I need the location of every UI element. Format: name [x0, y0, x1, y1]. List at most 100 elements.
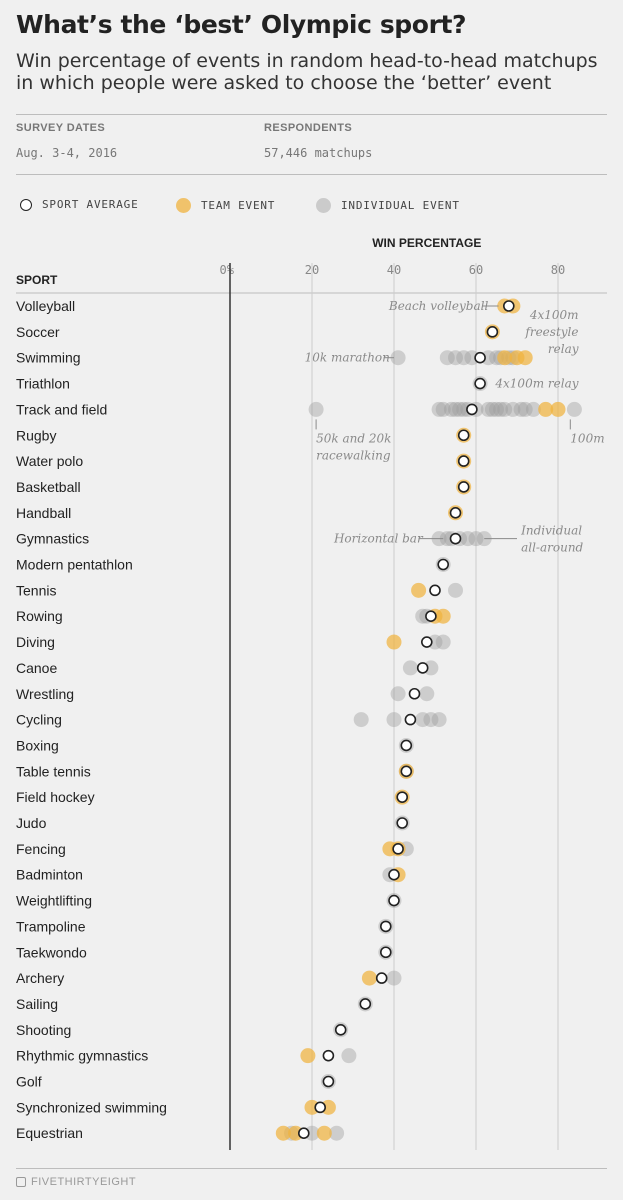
- sport-row: Weightlifting: [16, 893, 402, 909]
- sport-row: Rugby: [16, 427, 472, 443]
- sport-average-dot: [457, 455, 470, 467]
- individual-event-dot: [329, 1125, 345, 1141]
- sport-average-dot: [322, 1075, 335, 1088]
- sport-average-dot: [359, 998, 372, 1010]
- sport-label: Triathlon: [16, 376, 70, 392]
- team-event-dot: [386, 634, 402, 650]
- sport-row: Boxing: [16, 737, 414, 753]
- annotation-text: 4x100m relay: [494, 377, 578, 391]
- sport-row: Archery: [16, 970, 402, 986]
- legend-sport-average-label: SPORT AVERAGE: [42, 198, 139, 211]
- sport-average-dot: [474, 377, 486, 390]
- sport-label: Equestrian: [16, 1125, 83, 1141]
- sport-average-dot: [388, 894, 400, 907]
- survey-dates-value: Aug. 3-4, 2016: [16, 146, 118, 160]
- legend-individual-event-label: INDIVIDUAL EVENT: [341, 199, 460, 212]
- sport-average-dot: [449, 532, 462, 545]
- team-event-dot: [550, 401, 566, 417]
- sport-average-dot: [400, 765, 413, 778]
- annotation-text: relay: [548, 342, 579, 356]
- annotation: Individual all-around: [484, 524, 584, 555]
- x-tick-label: 20: [305, 263, 319, 277]
- team-event-dot: [435, 608, 451, 624]
- sport-row: Triathlon: [16, 376, 488, 392]
- team-event-dot: [300, 1048, 316, 1064]
- individual-event-dot: [419, 686, 435, 702]
- sport-row: Table tennis: [16, 763, 414, 779]
- sport-row: Golf: [16, 1074, 336, 1090]
- sport-label: Rowing: [16, 608, 63, 624]
- sport-row: Taekwondo: [16, 944, 394, 960]
- team-event-dot: [411, 582, 427, 598]
- sport-label: Archery: [16, 970, 64, 986]
- sport-label: Golf: [16, 1074, 42, 1090]
- sport-label: Judo: [16, 815, 47, 831]
- individual-event-dot: [386, 970, 402, 986]
- sport-row: Wrestling: [16, 686, 435, 702]
- sport-label: Swimming: [16, 350, 81, 366]
- sport-label: Weightlifting: [16, 893, 92, 909]
- sport-label: Soccer: [16, 324, 60, 340]
- annotation: Horizontal bar: [333, 532, 444, 546]
- individual-event-dot: [456, 350, 472, 366]
- sport-label: Table tennis: [16, 763, 91, 779]
- meta-rule: [16, 174, 607, 175]
- annotation: 4x100m freestyle relay: [524, 308, 578, 356]
- sport-label: Basketball: [16, 479, 81, 495]
- sport-row: Water polo: [16, 453, 472, 469]
- sport-label: Rugby: [16, 427, 56, 443]
- sport-average-dot: [429, 584, 441, 597]
- sport-average-swatch-icon: [20, 198, 32, 211]
- footer: FIVETHIRTYEIGHT: [16, 1176, 136, 1188]
- individual-event-dot: [513, 401, 529, 417]
- sport-average-dot: [437, 558, 450, 571]
- team-event-dot: [497, 350, 513, 366]
- legend-individual-event: INDIVIDUAL EVENT: [316, 198, 460, 213]
- individual-event-dot: [468, 531, 484, 547]
- sport-average-dot: [400, 739, 413, 752]
- sport-label: Sailing: [16, 996, 58, 1012]
- individual-event-dot: [353, 712, 369, 728]
- sport-average-dot: [388, 868, 400, 881]
- sport-average-dot: [314, 1101, 327, 1114]
- individual-event-dot: [443, 401, 459, 417]
- annotation: 10k marathon: [305, 351, 394, 365]
- individual-event-dot: [480, 401, 496, 417]
- fivethirtyeight-logo-icon: [16, 1177, 26, 1187]
- legend-team-event: TEAM EVENT: [176, 198, 275, 213]
- x-tick-label: 40: [387, 263, 401, 277]
- sport-row: Sailing: [16, 996, 373, 1012]
- win-percentage-chart: WIN PERCENTAGE SPORT 0% 20 40 60 80 Volleyball S…: [16, 236, 607, 1150]
- sport-average-dot: [486, 326, 499, 338]
- individual-event-dot: [390, 686, 406, 702]
- individual-event-dot: [386, 712, 402, 728]
- sport-average-dot: [396, 791, 409, 803]
- individual-event-dot: [566, 401, 582, 417]
- sport-label: Track and field: [16, 401, 107, 417]
- sport-row: Synchronized swimming: [16, 1099, 336, 1115]
- individual-event-dot: [423, 660, 439, 676]
- sport-label: Modern pentathlon: [16, 557, 133, 573]
- team-event-dot: [304, 1099, 320, 1115]
- sport-row: Handball: [16, 505, 463, 521]
- sport-label: Fencing: [16, 841, 66, 857]
- sport-row: Soccer: [16, 324, 500, 340]
- team-event-dot: [275, 1125, 291, 1141]
- sport-average-dot: [297, 1127, 310, 1140]
- sport-average-dot: [379, 920, 392, 933]
- chart-title: What’s the ‘best’ Olympic sport?: [16, 10, 467, 39]
- team-event-dot: [538, 401, 554, 417]
- sport-label: Trampoline: [16, 918, 86, 934]
- sport-label: Cycling: [16, 712, 62, 728]
- sport-average-dot: [408, 687, 421, 700]
- team-event-dot: [320, 1099, 336, 1115]
- sport-average-dot: [416, 662, 429, 674]
- individual-event-dot: [505, 401, 521, 417]
- annotation-text: racewalking: [316, 448, 391, 462]
- individual-event-dot: [517, 401, 533, 417]
- annotation: 4x100m relay: [494, 377, 578, 391]
- individual-event-dot: [480, 350, 496, 366]
- sport-label: Badminton: [16, 867, 83, 883]
- annotation-text: 10k marathon: [305, 351, 390, 365]
- individual-event-dot: [341, 1048, 357, 1064]
